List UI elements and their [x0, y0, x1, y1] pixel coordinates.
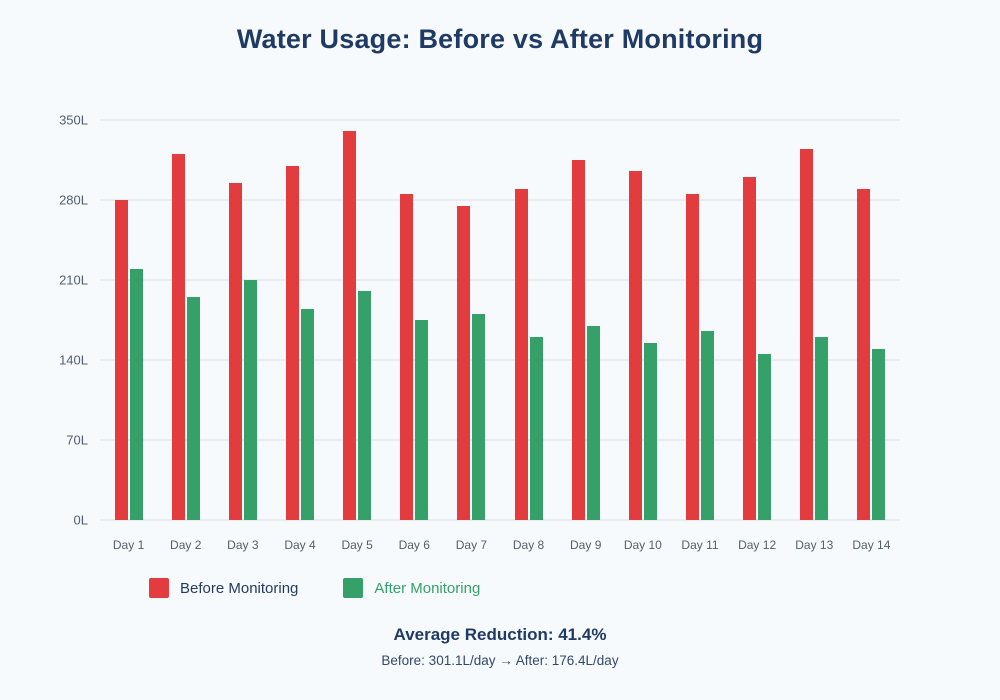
bar-before-day-7	[457, 205, 471, 520]
bar-after-day-9	[586, 325, 600, 520]
legend-label-before: Before Monitoring	[180, 579, 299, 597]
gridline-0L	[100, 519, 900, 521]
legend-swatch-before	[149, 578, 169, 598]
bar-group-day-7	[443, 120, 500, 520]
before-after-detail-text: Before: 301.1L/day → After: 176.4L/day	[381, 653, 619, 668]
gridline-350L	[100, 119, 900, 121]
bar-before-day-12	[743, 177, 757, 520]
bar-group-day-6	[386, 120, 443, 520]
bar-after-day-1	[129, 268, 143, 520]
y-tick-label-210L: 210L	[59, 272, 88, 288]
bar-group-day-10	[614, 120, 671, 520]
bar-group-day-14	[843, 120, 900, 520]
bar-before-day-14	[857, 188, 871, 520]
y-axis: 350L 280L 210L 140L 70L 0L	[0, 113, 88, 528]
bar-before-day-8	[514, 188, 528, 520]
x-tick-label-day-1: Day 1	[112, 538, 145, 552]
x-tick-label-day-7: Day 7	[455, 538, 488, 552]
x-tick-label-day-9: Day 9	[570, 538, 602, 552]
x-tick-label-day-3: Day 3	[227, 538, 259, 552]
bar-group-day-9	[557, 120, 614, 520]
y-tick-label-280L: 280L	[59, 192, 88, 208]
bar-after-day-3	[243, 280, 257, 520]
bar-after-day-13	[815, 337, 829, 520]
gridline-210L	[100, 279, 900, 281]
gridline-70L	[100, 439, 900, 441]
bar-before-day-2	[171, 154, 185, 520]
y-tick-label-0L: 0L	[73, 512, 88, 528]
plot-area	[100, 119, 900, 521]
bar-after-day-7	[472, 314, 486, 520]
bar-after-day-12	[758, 354, 772, 520]
chart-title: Water Usage: Before vs After Monitoring	[236, 24, 764, 54]
bar-before-day-1	[114, 200, 128, 520]
x-tick-label-day-4: Day 4	[284, 538, 316, 552]
bar-before-day-3	[228, 182, 242, 520]
bar-after-day-8	[529, 337, 543, 520]
legend-swatch-after	[343, 578, 364, 598]
gridline-280L	[100, 199, 900, 201]
x-tick-label-day-14: Day 14	[852, 538, 891, 552]
legend: Before Monitoring After Monitoring	[149, 578, 480, 598]
bar-before-day-6	[400, 194, 414, 520]
bar-before-day-5	[343, 131, 357, 520]
bar-before-day-4	[285, 165, 299, 520]
x-tick-label-day-5: Day 5	[341, 538, 373, 552]
y-tick-label-350L: 350L	[59, 112, 88, 128]
bar-group-day-1	[100, 120, 157, 520]
x-tick-label-day-8: Day 8	[512, 538, 545, 552]
x-tick-label-day-13: Day 13	[795, 538, 834, 552]
x-tick-label-day-10: Day 10	[623, 538, 662, 552]
bar-after-day-2	[186, 297, 200, 520]
bar-after-day-11	[700, 331, 714, 520]
average-reduction-text: Average Reduction: 41.4%	[393, 625, 607, 644]
x-tick-label-day-2: Day 2	[170, 538, 202, 552]
gridline-140L	[100, 359, 900, 361]
y-tick-label-70L: 70L	[66, 432, 88, 448]
bar-group-day-3	[214, 120, 271, 520]
bar-after-day-10	[643, 342, 657, 520]
bar-group-day-13	[786, 120, 843, 520]
bar-before-day-11	[685, 194, 699, 520]
bar-after-day-4	[300, 308, 314, 520]
bar-before-day-10	[628, 171, 642, 520]
legend-item-before: Before Monitoring	[149, 578, 298, 598]
legend-item-after: After Monitoring	[343, 578, 480, 598]
bar-group-day-5	[329, 120, 386, 520]
x-tick-label-day-11: Day 11	[681, 538, 719, 552]
bar-group-day-11	[671, 120, 728, 520]
legend-label-after: After Monitoring	[374, 579, 481, 597]
bar-after-day-14	[872, 348, 886, 520]
bar-group-day-8	[500, 120, 557, 520]
bar-after-day-5	[358, 291, 372, 520]
bar-after-day-6	[415, 320, 429, 520]
y-tick-label-140L: 140L	[59, 352, 88, 368]
bar-group-day-12	[729, 120, 786, 520]
bar-before-day-9	[571, 160, 585, 520]
x-tick-label-day-12: Day 12	[738, 538, 777, 552]
x-axis: Day 1 Day 2 Day 3 Day 4 Day 5 Day 6 Day 7 Day 8…	[100, 538, 900, 552]
x-tick-label-day-6: Day 6	[398, 538, 430, 552]
bar-group-day-4	[271, 120, 328, 520]
bar-before-day-13	[800, 148, 814, 520]
bar-group-day-2	[157, 120, 214, 520]
